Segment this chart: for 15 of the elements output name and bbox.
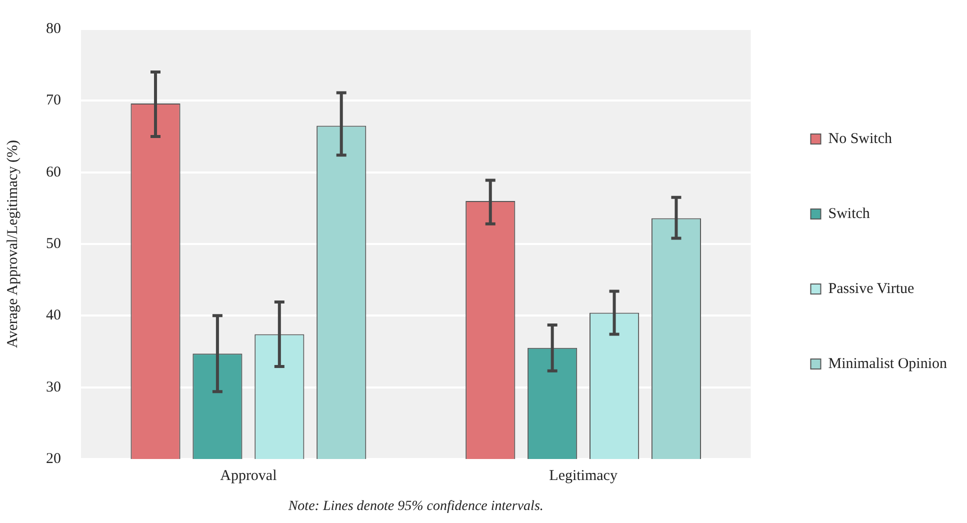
y-axis-title: Average Approval/Legitimacy (%) [4, 140, 21, 348]
y-tick-label: 50 [46, 236, 61, 252]
y-tick-label: 60 [46, 164, 61, 180]
y-tick-label: 40 [46, 308, 61, 324]
x-tick-label: Legitimacy [549, 468, 618, 484]
legend-label: No Switch [828, 130, 892, 147]
x-tick-label: Approval [220, 468, 277, 484]
legend-label: Passive Virtue [828, 280, 914, 297]
y-tick-label: 20 [46, 450, 61, 467]
y-tick-label: 30 [46, 379, 61, 396]
legend-label: Switch [828, 206, 870, 222]
y-tick-label: 70 [46, 92, 61, 109]
y-tick-label: 80 [46, 20, 61, 37]
legend-label: Minimalist Opinion [828, 356, 948, 372]
text: Note: Lines denote 95% confidence intervals. [287, 499, 544, 514]
